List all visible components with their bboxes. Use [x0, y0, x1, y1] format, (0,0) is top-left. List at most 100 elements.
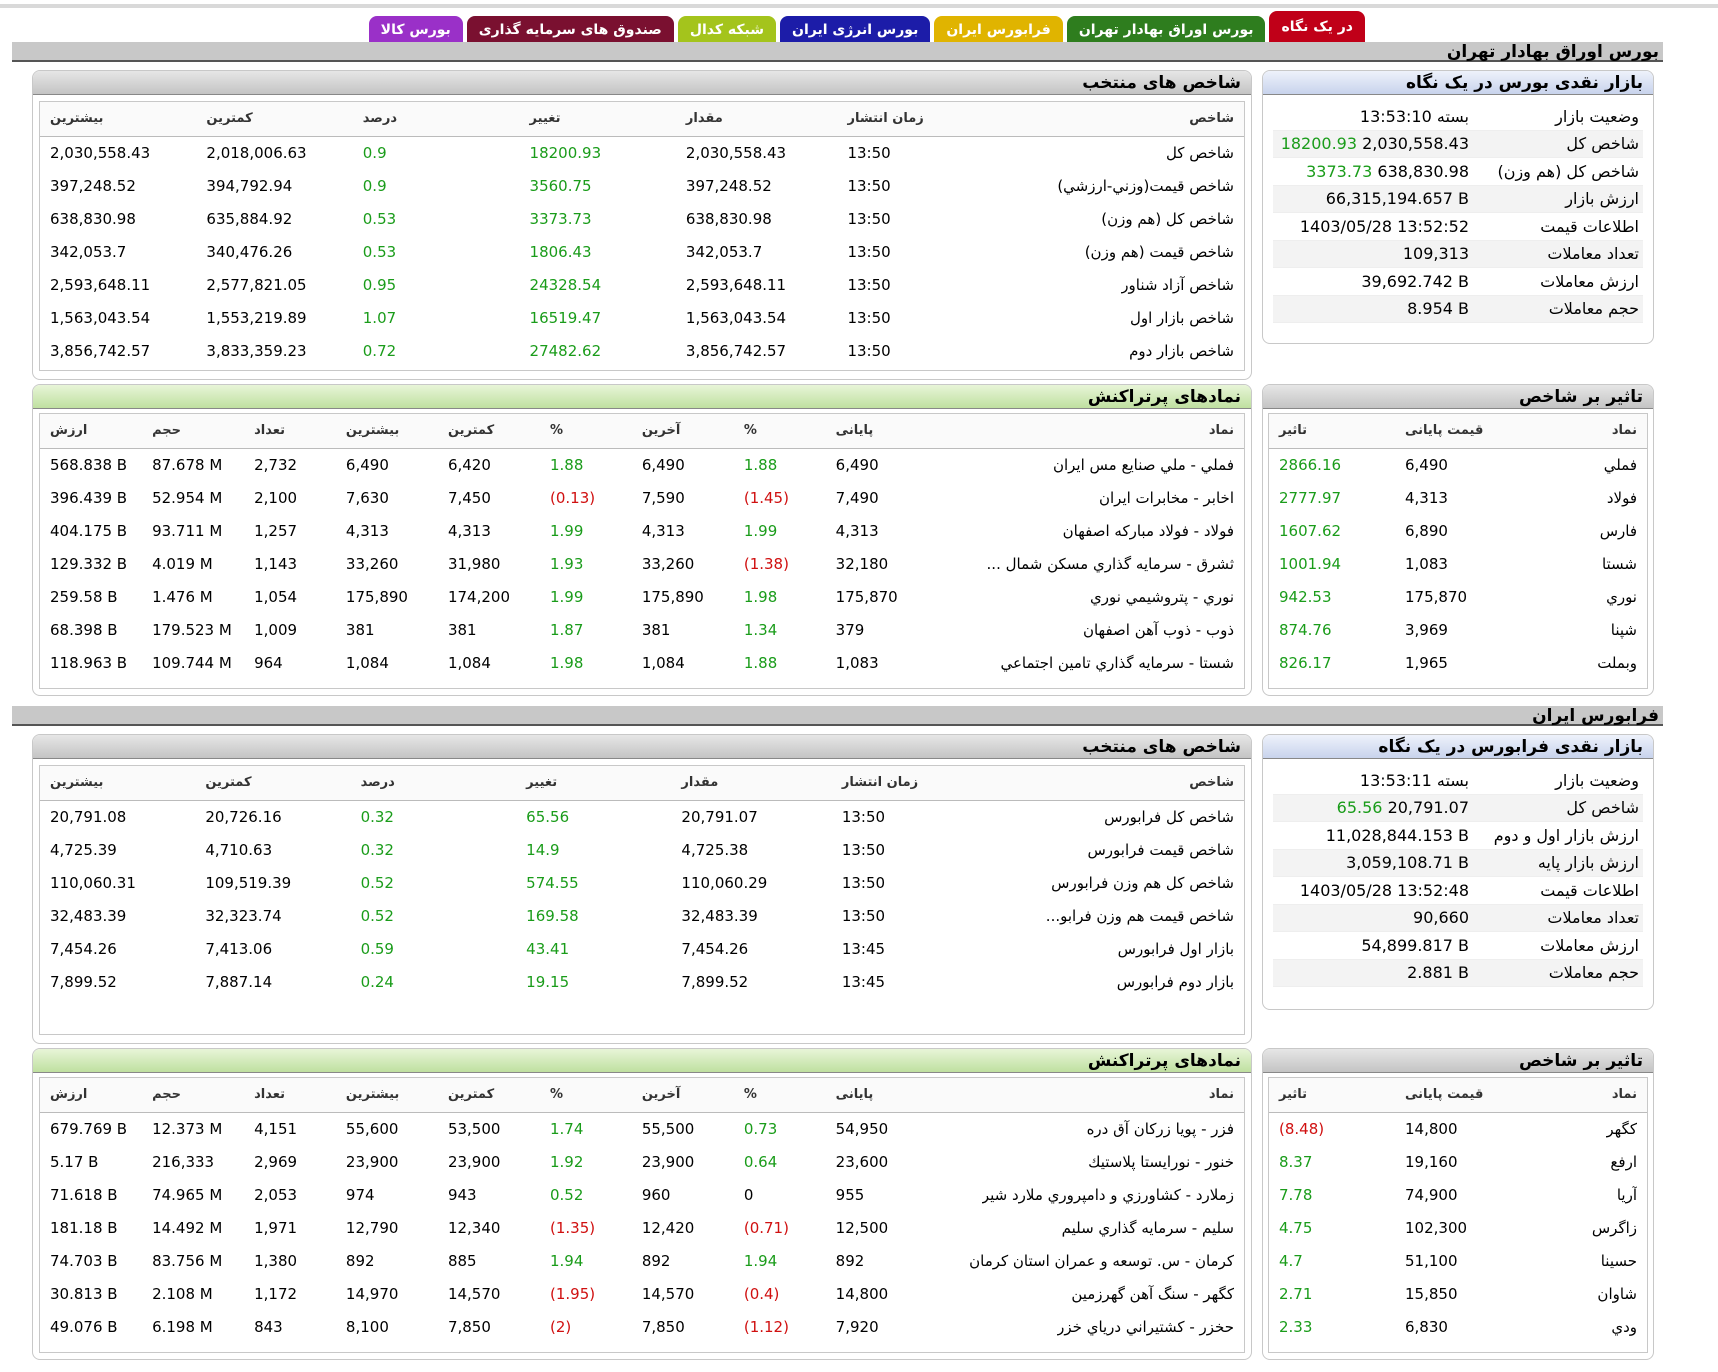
table-cell[interactable]: فملي — [1521, 448, 1647, 481]
table-cell[interactable]: كرمان - س. توسعه و عمران استان كرمان — [948, 1244, 1244, 1277]
table-cell[interactable]: كگهر — [1521, 1112, 1647, 1145]
column-header[interactable]: شاخص — [1035, 102, 1244, 137]
column-header[interactable]: کمترین — [195, 766, 351, 801]
table-row[interactable]: فزر - پويا زركان آق دره 54,950 0.73 55,500 1… — [40, 1112, 1244, 1145]
column-header[interactable]: تعداد — [244, 414, 336, 449]
table-row[interactable]: سليم - سرمايه گذاري سليم 12,500 (0.71) 12,4… — [40, 1211, 1244, 1244]
column-header[interactable]: ارزش — [40, 414, 143, 449]
table-cell[interactable]: اخابر - مخابرات ايران — [948, 481, 1244, 514]
column-header[interactable]: زمان انتشار — [831, 766, 1029, 801]
column-header[interactable]: نماد — [1521, 1078, 1647, 1113]
column-header[interactable]: بیشترین — [40, 766, 196, 801]
table-row[interactable]: شاخص كل هم وزن فرابورس 13:50 110,060.29 574… — [40, 866, 1244, 899]
column-header[interactable]: نماد — [948, 414, 1244, 449]
table-row[interactable]: شاخص آزاد شناور 13:50 2,593,648.11 24328.54… — [40, 268, 1244, 301]
column-header[interactable]: ارزش — [40, 1078, 143, 1113]
tab-1[interactable]: بورس اوراق بهادار تهران — [1066, 16, 1266, 43]
table-row[interactable]: بازار اول فرابورس 13:45 7,454.26 43.41 0.59 7… — [40, 932, 1244, 965]
table-row[interactable]: شاخص كل 13:50 2,030,558.43 18200.93 0.9 2,018… — [40, 136, 1244, 169]
column-header[interactable]: درصد — [350, 766, 517, 801]
table-row[interactable]: شاخص كل (هم وزن) 13:50 638,830.98 3373.73 0.… — [40, 202, 1244, 235]
table-cell[interactable]: فزر - پويا زركان آق دره — [948, 1112, 1244, 1145]
table-row[interactable]: فارس 6,890 1607.62 — [1269, 514, 1647, 547]
table-row[interactable]: زملارد - كشاورزي و دامپروري ملارد شير 955… — [40, 1178, 1244, 1211]
table-row[interactable]: شاخص قيمت (هم وزن) 13:50 342,053.7 1806.43 0… — [40, 235, 1244, 268]
table-row[interactable]: حخزر - كشتيراني درياي خزر 7,920 (1.12) 7,85… — [40, 1310, 1244, 1343]
column-header[interactable]: پایانی — [825, 414, 949, 449]
table-row[interactable]: اخابر - مخابرات ايران 7,490 (1.45) 7,590 (0.… — [40, 481, 1244, 514]
tab-3[interactable]: بورس انرژی ایران — [780, 16, 931, 43]
table-cell[interactable]: ذوب - ذوب آهن اصفهان — [948, 613, 1244, 646]
column-header[interactable]: قیمت پایانی — [1395, 1078, 1521, 1113]
table-cell[interactable]: فارس — [1521, 514, 1647, 547]
table-cell[interactable]: فولاد — [1521, 481, 1647, 514]
table-cell[interactable]: شستا - سرمايه گذاري تامين اجتماعي — [948, 646, 1244, 679]
column-header[interactable]: آخرین — [631, 414, 734, 449]
table-row[interactable]: شپنا 3,969 874.76 — [1269, 613, 1647, 646]
column-header[interactable]: بیشترین — [335, 1078, 438, 1113]
table-cell[interactable]: بازار دوم فرابورس — [1029, 965, 1245, 998]
table-cell[interactable]: نوري - پتروشيمي نوري — [948, 580, 1244, 613]
table-row[interactable]: كرمان - س. توسعه و عمران استان كرمان 892 1… — [40, 1244, 1244, 1277]
table-row[interactable]: فولاد - فولاد مباركه اصفهان 4,313 1.99 4,31… — [40, 514, 1244, 547]
table-cell[interactable]: شاخص كل فرابورس — [1029, 800, 1245, 833]
table-cell[interactable]: شاخص كل — [1036, 136, 1244, 169]
table-cell[interactable]: شاخص كل هم وزن فرابورس — [1029, 866, 1245, 899]
table-row[interactable]: ارفع 19,160 8.37 — [1269, 1145, 1647, 1178]
column-header[interactable]: بیشترین — [335, 414, 438, 449]
table-row[interactable]: فملي - ملي صنايع مس ايران 6,490 1.88 6,490 1… — [40, 448, 1244, 481]
column-header[interactable]: حجم — [142, 414, 245, 449]
table-cell[interactable]: شاخص بازار دوم — [1036, 334, 1244, 367]
column-header[interactable]: کمترین — [437, 414, 540, 449]
table-row[interactable]: شستا - سرمايه گذاري تامين اجتماعي 1,083 1.… — [40, 646, 1244, 679]
table-row[interactable]: ثشرق - سرمايه گذاري مسكن شمال ... 32,180 (… — [40, 547, 1244, 580]
column-header[interactable]: % — [539, 1078, 632, 1113]
table-cell[interactable]: شاخص قيمت (هم وزن) — [1036, 235, 1244, 268]
table-row[interactable]: شاخص قيمت فرابورس 13:50 4,725.38 14.9 0.32 4,… — [40, 833, 1244, 866]
table-cell[interactable]: شاخص كل (هم وزن) — [1036, 202, 1244, 235]
column-header[interactable]: آخرین — [631, 1078, 734, 1113]
tab-5[interactable]: صندوق های سرمایه گذاری — [466, 16, 674, 43]
table-row[interactable]: ودي 6,830 2.33 — [1269, 1310, 1647, 1343]
table-row[interactable]: شاخص بازار اول 13:50 1,563,043.54 16519.47 1… — [40, 301, 1244, 334]
table-row[interactable]: نوري 175,870 942.53 — [1269, 580, 1647, 613]
table-row[interactable]: فملي 6,490 2866.16 — [1269, 448, 1647, 481]
table-cell[interactable]: ودي — [1521, 1310, 1647, 1343]
table-row[interactable]: شاخص بازار دوم 13:50 3,856,742.57 27482.62 0… — [40, 334, 1244, 367]
table-cell[interactable]: فولاد - فولاد مباركه اصفهان — [948, 514, 1244, 547]
table-cell[interactable]: بازار اول فرابورس — [1029, 932, 1245, 965]
column-header[interactable]: تعداد — [244, 1078, 336, 1113]
table-cell[interactable]: شاخص قيمت هم وزن فرابو... — [1029, 899, 1245, 932]
table-row[interactable]: شستا 1,083 1001.94 — [1269, 547, 1647, 580]
tab-6[interactable]: بورس کالا — [368, 16, 463, 43]
column-header[interactable]: تغییر — [516, 766, 672, 801]
column-header[interactable]: پایانی — [825, 1078, 949, 1113]
table-row[interactable]: ذوب - ذوب آهن اصفهان 379 1.34 381 1.87 381 381… — [40, 613, 1244, 646]
table-cell[interactable]: آريا — [1521, 1178, 1647, 1211]
column-header[interactable]: % — [733, 414, 826, 449]
column-header[interactable]: کمترین — [196, 102, 353, 137]
table-row[interactable]: كگهر - سنگ آهن گهرزمين 14,800 (0.4) 14,570 (… — [40, 1277, 1244, 1310]
table-row[interactable]: شاوان 15,850 2.71 — [1269, 1277, 1647, 1310]
table-row[interactable]: كگهر 14,800 (8.48) — [1269, 1112, 1647, 1145]
table-cell[interactable]: سليم - سرمايه گذاري سليم — [948, 1211, 1244, 1244]
table-cell[interactable]: شپنا — [1521, 613, 1647, 646]
column-header[interactable]: تغییر — [519, 102, 676, 137]
column-header[interactable]: % — [539, 414, 632, 449]
table-row[interactable]: خنور - نورايستا پلاستيك 23,600 0.64 23,900 1… — [40, 1145, 1244, 1178]
table-row[interactable]: بازار دوم فرابورس 13:45 7,899.52 19.15 0.24 7… — [40, 965, 1244, 998]
table-row[interactable]: شاخص قيمت(وزني-ارزشي) 13:50 397,248.52 3560… — [40, 169, 1244, 202]
table-cell[interactable]: نوري — [1521, 580, 1647, 613]
table-cell[interactable]: خنور - نورايستا پلاستيك — [948, 1145, 1244, 1178]
column-header[interactable]: کمترین — [437, 1078, 540, 1113]
table-cell[interactable]: شاوان — [1521, 1277, 1647, 1310]
table-cell[interactable]: حسينا — [1521, 1244, 1647, 1277]
tab-4[interactable]: شبکه کدال — [677, 16, 776, 43]
column-header[interactable]: زمان انتشار — [837, 102, 1036, 137]
table-cell[interactable]: كگهر - سنگ آهن گهرزمين — [948, 1277, 1244, 1310]
table-cell[interactable]: شاخص بازار اول — [1036, 301, 1244, 334]
column-header[interactable]: نماد — [1521, 414, 1647, 449]
table-row[interactable]: حسينا 51,100 4.7 — [1269, 1244, 1647, 1277]
column-header[interactable]: مقدار — [671, 766, 832, 801]
column-header[interactable]: حجم — [142, 1078, 245, 1113]
